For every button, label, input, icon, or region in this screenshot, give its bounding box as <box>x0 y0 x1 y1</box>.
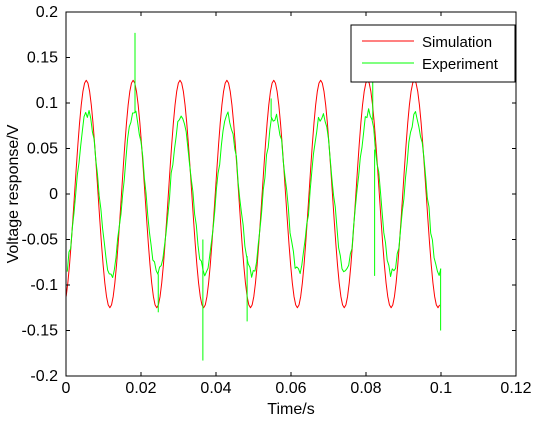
x-tick-labels: 0 0.02 0.04 0.06 0.08 0.1 0.12 <box>62 380 532 397</box>
x-tick-label: 0.12 <box>500 380 531 397</box>
y-tick-label: -0.15 <box>22 323 59 340</box>
y-tick-label: 0 <box>49 186 58 203</box>
x-tick-label: 0.02 <box>125 380 156 397</box>
x-tick-label: 0.04 <box>200 380 231 397</box>
x-axis-label: Time/s <box>267 401 314 418</box>
y-tick-label: 0.2 <box>36 4 58 21</box>
legend-label-simulation: Simulation <box>422 34 492 51</box>
y-tick-label: 0.1 <box>36 95 58 112</box>
y-tick-label: 0.05 <box>27 141 58 158</box>
legend-box <box>350 24 516 83</box>
series-layer <box>65 32 442 361</box>
x-tick-label: 0 <box>62 380 71 397</box>
x-tick-label: 0.06 <box>275 380 306 397</box>
legend: Simulation Experiment <box>350 24 516 83</box>
x-tick-label: 0.1 <box>430 380 452 397</box>
y-tick-labels: 0.2 0.15 0.1 0.05 0 -0.05 -0.1 -0.15 -0.2 <box>22 4 59 385</box>
legend-label-experiment: Experiment <box>422 56 499 73</box>
y-tick-label: -0.1 <box>30 277 58 294</box>
y-tick-label: -0.2 <box>30 368 58 385</box>
y-tick-label: -0.05 <box>22 232 59 249</box>
series-line-experiment <box>66 108 442 279</box>
ticks-layer <box>65 11 517 377</box>
y-tick-label: 0.15 <box>27 50 58 67</box>
x-tick-label: 0.08 <box>350 380 381 397</box>
y-axis-label: Voltage response/V <box>5 124 22 263</box>
